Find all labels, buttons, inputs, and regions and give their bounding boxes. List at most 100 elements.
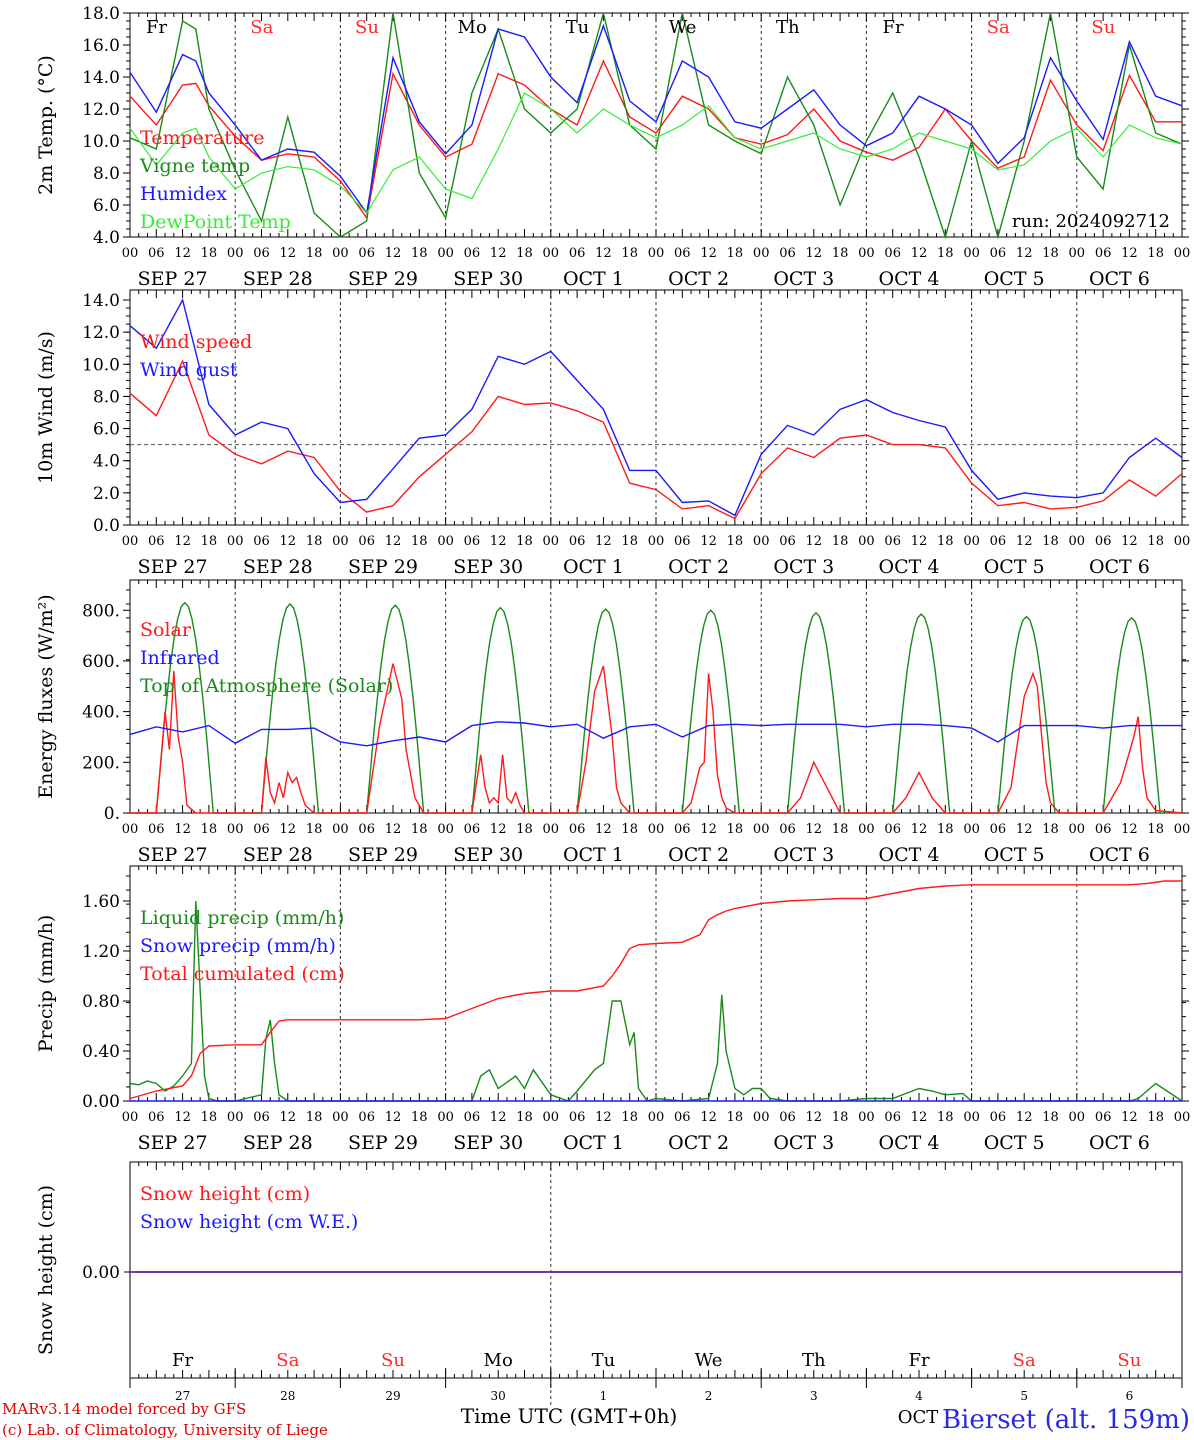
hour-label: 06: [358, 822, 375, 837]
hour-label: 12: [1121, 534, 1138, 549]
date-label: OCT 4: [879, 1132, 940, 1154]
y-axis-title: Energy fluxes (W/m²): [35, 594, 57, 798]
hour-label: 18: [411, 534, 428, 549]
y-tick-label: 10.0: [82, 132, 120, 152]
hour-label: 00: [227, 822, 244, 837]
hour-label: 12: [700, 246, 717, 261]
hour-label: 00: [1069, 1110, 1086, 1125]
hour-label: 18: [727, 246, 744, 261]
legend-entry: Wind speed: [140, 331, 252, 353]
hour-label: 12: [280, 246, 297, 261]
hour-label: 00: [122, 534, 139, 549]
hour-label: 18: [727, 822, 744, 837]
weekday-label: Fr: [146, 17, 167, 38]
hour-label: 18: [1042, 534, 1059, 549]
series-line-wind-gust: [129, 298, 1183, 517]
hour-label: 18: [516, 822, 533, 837]
weekday-label: Sa: [250, 17, 273, 38]
hour-label: 00: [753, 1110, 770, 1125]
panel-4: 0.00 0.40 0.80 1.20 1.60 Precip (mm/h) Liquid …: [35, 865, 1191, 1154]
y-tick-label: 0.00: [82, 1092, 120, 1112]
hour-label: 06: [253, 1110, 270, 1125]
hour-label: 06: [148, 822, 165, 837]
y-tick-label: 0.00: [82, 1263, 120, 1283]
panel-1: 4.0 6.0 8.0 10.0 12.0 14.0 16.0 18.0 2m Temp. (°…: [35, 4, 1190, 290]
hour-label: 06: [569, 246, 586, 261]
hour-label: 12: [700, 822, 717, 837]
day-number-label: 30: [491, 1389, 506, 1403]
hour-label: 06: [358, 246, 375, 261]
date-label: OCT 6: [1089, 556, 1150, 578]
y-tick-label: 600.: [82, 652, 120, 672]
hour-label: 18: [621, 246, 638, 261]
hour-label: 12: [490, 822, 507, 837]
hour-label: 06: [1095, 534, 1112, 549]
hour-label: 06: [464, 1110, 481, 1125]
hour-label: 06: [779, 246, 796, 261]
hour-label: 00: [543, 534, 560, 549]
hour-label: 00: [1174, 534, 1191, 549]
hour-label: 12: [174, 1110, 191, 1125]
hour-label: 18: [1042, 822, 1059, 837]
legend-entry: Infrared: [140, 647, 220, 669]
legend-entry: Humidex: [140, 183, 227, 205]
date-label: SEP 28: [243, 844, 313, 866]
hour-label: 06: [674, 246, 691, 261]
weekday-label: Tu: [592, 1350, 616, 1371]
date-label: OCT 6: [1089, 844, 1150, 866]
hour-label: 06: [779, 1110, 796, 1125]
hour-label: 00: [227, 246, 244, 261]
hour-label: 12: [911, 1110, 928, 1125]
y-tick-label: 12.0: [82, 100, 120, 120]
date-label: OCT 2: [668, 268, 729, 290]
date-label: SEP 30: [453, 844, 523, 866]
series-line-solar: [130, 663, 1183, 814]
y-tick-label: 14.0: [82, 291, 120, 311]
hour-label: 00: [858, 534, 875, 549]
date-label: OCT 1: [563, 844, 624, 866]
legend-entry: DewPoint Temp: [140, 211, 291, 233]
weekday-label: Su: [1091, 17, 1115, 38]
date-label: OCT 5: [984, 844, 1045, 866]
y-axis-title: Precip (mm/h): [35, 915, 57, 1053]
hour-label: 06: [1095, 822, 1112, 837]
hour-label: 06: [990, 822, 1007, 837]
hour-label: 00: [753, 822, 770, 837]
hour-label: 06: [253, 534, 270, 549]
series-line-humidex: [129, 23, 1183, 215]
hour-label: 12: [595, 534, 612, 549]
panel-3: 0. 200. 400. 600. 800. Energy fluxes (W/m²) So…: [35, 579, 1190, 866]
y-tick-label: 0.: [104, 804, 120, 824]
series-line-total-cumulated-cm-: [129, 880, 1182, 1100]
y-tick-label: 4.0: [93, 452, 120, 472]
hour-label: 00: [1174, 1110, 1191, 1125]
y-tick-label: 12.0: [82, 323, 120, 343]
date-label: SEP 29: [348, 844, 418, 866]
hour-label: 12: [700, 1110, 717, 1125]
hour-label: 06: [674, 534, 691, 549]
hour-label: 06: [148, 534, 165, 549]
date-label: OCT 1: [563, 556, 624, 578]
hour-label: 00: [1069, 246, 1086, 261]
hour-label: 06: [1095, 1110, 1112, 1125]
date-label: OCT 2: [668, 844, 729, 866]
weekday-label: Tu: [566, 17, 590, 38]
hour-label: 12: [490, 534, 507, 549]
hour-label: 18: [937, 246, 954, 261]
hour-label: 12: [385, 246, 402, 261]
hour-label: 06: [569, 534, 586, 549]
day-number-label: 1: [600, 1389, 608, 1403]
hour-label: 18: [1147, 1110, 1164, 1125]
hour-label: 00: [543, 822, 560, 837]
hour-label: 12: [806, 1110, 823, 1125]
y-tick-label: 800.: [82, 601, 120, 621]
credit-line-1: MARv3.14 model forced by GFS: [2, 1400, 246, 1418]
series-line-wind-speed: [129, 359, 1183, 520]
hour-label: 00: [437, 1110, 454, 1125]
hour-label: 18: [306, 822, 323, 837]
hour-label: 00: [437, 534, 454, 549]
hour-label: 00: [332, 246, 349, 261]
hour-label: 18: [411, 246, 428, 261]
station-name: Bierset (alt. 159m): [942, 1405, 1190, 1435]
